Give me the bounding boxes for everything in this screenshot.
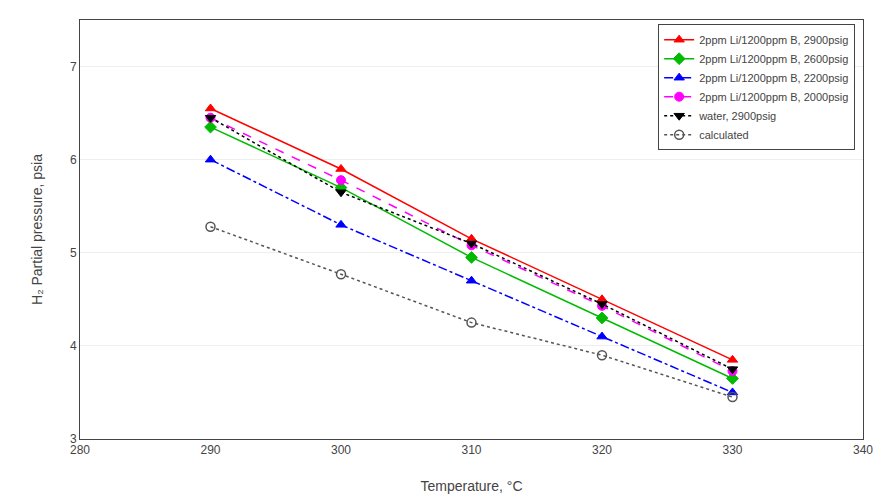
svg-text:280: 280 [70,443,90,457]
svg-text:290: 290 [200,443,220,457]
svg-text:Temperature, °C: Temperature, °C [420,478,522,494]
svg-text:2ppm Li/1200ppm B, 2200psig: 2ppm Li/1200ppm B, 2200psig [699,72,848,84]
svg-text:water, 2900psig: water, 2900psig [698,110,776,122]
svg-text:2ppm Li/1200ppm B, 2900psig: 2ppm Li/1200ppm B, 2900psig [699,34,848,46]
svg-text:5: 5 [70,246,77,260]
svg-text:6: 6 [70,153,77,167]
svg-text:2ppm Li/1200ppm B, 2000psig: 2ppm Li/1200ppm B, 2000psig [699,91,848,103]
svg-text:calculated: calculated [699,129,749,141]
svg-text:H₂ Partial pressure, psia: H₂ Partial pressure, psia [29,154,45,305]
svg-text:4: 4 [70,339,77,353]
svg-text:310: 310 [461,443,481,457]
svg-text:300: 300 [331,443,351,457]
svg-text:3: 3 [70,432,77,446]
svg-text:320: 320 [592,443,612,457]
svg-text:2ppm Li/1200ppm B, 2600psig: 2ppm Li/1200ppm B, 2600psig [699,53,848,65]
svg-text:340: 340 [853,443,873,457]
svg-text:7: 7 [70,60,77,74]
svg-text:330: 330 [722,443,742,457]
